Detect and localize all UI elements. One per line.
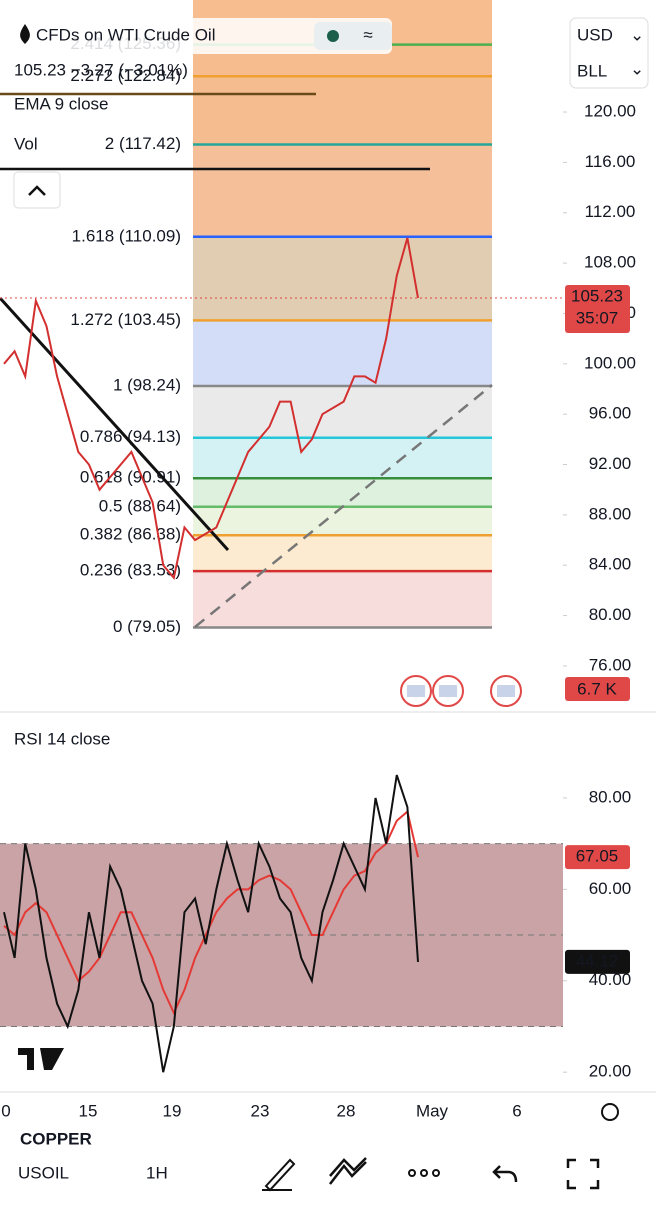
fib-zone: [193, 478, 492, 507]
more-dot: [420, 1169, 428, 1177]
title: CFDs on WTI Crude Oil: [36, 25, 215, 44]
fib-label: 0.236 (83.53): [80, 561, 181, 580]
fib-zone: [193, 385, 492, 438]
fib-label: 2 (117.42): [105, 134, 181, 153]
fib-label: 0.786 (94.13): [80, 427, 181, 446]
fib-label: 0.382 (86.38): [80, 525, 181, 544]
more-dot: [408, 1169, 416, 1177]
y-tick-label: 92.00: [589, 454, 632, 473]
y-tick-label: 112.00: [585, 202, 636, 221]
pill[interactable]: [314, 22, 392, 50]
fib-zone: [193, 437, 492, 479]
chevron: ⌄: [630, 25, 644, 44]
chevron: ⌄: [630, 59, 644, 78]
watermark: COPPER: [20, 1129, 92, 1148]
y-tick-label: 116.00: [585, 152, 636, 171]
x-tick-label: 0: [1, 1101, 10, 1120]
undo-icon[interactable]: [492, 1165, 518, 1183]
y-tick-label: 20.00: [589, 1062, 632, 1081]
y-tick-label: 88.00: [589, 504, 632, 523]
chevron-up: [28, 185, 46, 196]
fib-label: 0 (79.05): [113, 617, 181, 636]
x-tick-label: May: [416, 1101, 449, 1120]
fib-zone: [193, 571, 492, 628]
fib-label: 1 (98.24): [113, 375, 181, 394]
y-tick-label: 60.00: [589, 879, 632, 898]
interval[interactable]: 1H: [146, 1163, 168, 1182]
x-tick-label: 15: [79, 1101, 98, 1120]
indicators-icon[interactable]: [329, 1157, 367, 1185]
fullscreen-icon[interactable]: [566, 1158, 600, 1190]
unit: BLL: [577, 61, 607, 80]
symbol[interactable]: USOIL: [18, 1163, 69, 1182]
rsi-tag-value: 67.05: [576, 847, 619, 866]
rsi-tag: [565, 845, 630, 870]
vol-label: Vol: [14, 134, 38, 153]
y-tick-label: 120.00: [584, 102, 636, 121]
fib-zone: [193, 144, 492, 237]
pill-dot: [327, 30, 339, 42]
fib-zone: [193, 506, 492, 536]
volume-tag: [565, 677, 630, 701]
x-tick-label: 6: [512, 1101, 521, 1120]
event-flag-icon: [439, 685, 457, 697]
header-bg: [8, 18, 392, 54]
fib-zone: [193, 236, 492, 321]
pill-icon: ≈: [363, 25, 372, 44]
y-tick-label: 80.00: [589, 605, 632, 624]
rsi-tag: [565, 949, 630, 974]
ema-label: EMA 9 close: [14, 94, 109, 113]
y-tick-label: 80.00: [589, 787, 632, 806]
event-flag-icon: [407, 685, 425, 697]
drop-icon: [20, 24, 30, 44]
rsi-title: RSI 14 close: [14, 729, 110, 748]
y-tick-label: 84.00: [589, 555, 632, 574]
draw-icon[interactable]: [262, 1158, 296, 1192]
trendline: [0, 296, 230, 552]
rsi-line: [3, 809, 419, 1016]
fib-label: 0.5 (88.64): [99, 496, 181, 515]
currency: USD: [577, 25, 613, 44]
price-line: [3, 237, 419, 581]
rsi-tag-value: 44.12: [576, 951, 619, 970]
tv-logo: [18, 1048, 64, 1070]
y-tick-label: 76.00: [589, 655, 632, 674]
price-tag-countdown: 35:07: [576, 308, 619, 327]
x-tick-label: 28: [337, 1101, 356, 1120]
y-tick-label: 96.00: [589, 404, 632, 423]
collapse-btn[interactable]: [13, 171, 61, 209]
y-tick-label: 108.00: [584, 253, 636, 272]
fib-zone: [193, 535, 492, 572]
price-tag: [565, 284, 630, 333]
x-tick-label: 19: [163, 1101, 182, 1120]
rsi-line: [3, 774, 419, 1073]
price-tag-value: 105.23: [571, 286, 623, 305]
y-tick-label: 40.00: [589, 970, 632, 989]
currency-box[interactable]: [569, 17, 649, 89]
fib-label: 1.272 (103.45): [70, 310, 181, 329]
volume-tag-value: 6.7 K: [577, 679, 617, 698]
price-change: 105.23 −3.27 (−3.01%): [14, 60, 188, 79]
settings-icon[interactable]: [601, 1103, 619, 1121]
fib-zone: [193, 76, 492, 145]
fib-zone: [193, 320, 492, 386]
fib-label: 2.272 (122.84): [70, 66, 181, 85]
fib-label: 1.618 (110.09): [72, 226, 181, 245]
more-dot: [432, 1169, 440, 1177]
x-tick-label: 23: [251, 1101, 270, 1120]
dashed-trend: [194, 384, 493, 628]
event-flag-icon: [497, 685, 515, 697]
y-tick-label: 100.00: [584, 353, 636, 372]
